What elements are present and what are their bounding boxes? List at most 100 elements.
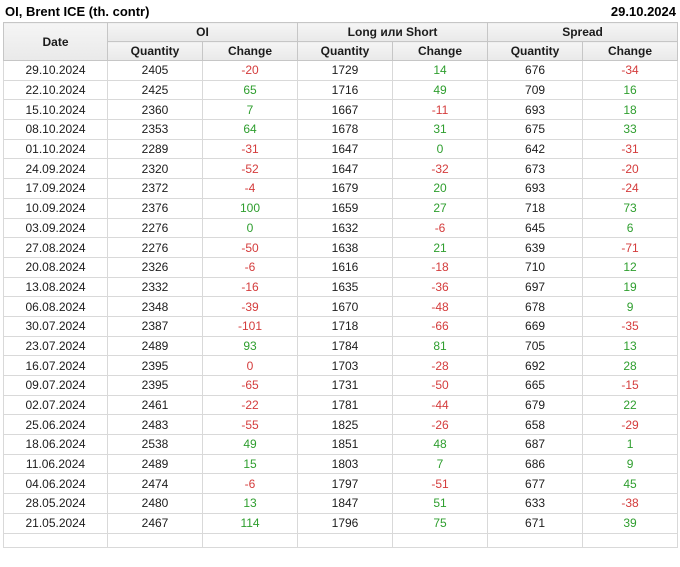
table-row: 17.09.2024 2372 -4 1679 20 693 -24 bbox=[3, 178, 679, 199]
oi-quantity-cell: 2276 bbox=[107, 217, 203, 239]
long-or-short-change-cell: -50 bbox=[392, 375, 489, 396]
date-cell: 16.07.2024 bbox=[3, 355, 108, 376]
oi-change-cell: -50 bbox=[201, 237, 299, 258]
long-or-short-change-cell: 21 bbox=[392, 237, 489, 258]
oi-quantity-cell: 2360 bbox=[107, 99, 203, 121]
long-or-short-change-cell: -26 bbox=[392, 414, 489, 436]
table-row: 09.07.2024 2395 -65 1731 -50 665 -15 bbox=[3, 375, 679, 396]
date-cell: 21.05.2024 bbox=[3, 512, 108, 534]
long-or-short-change-cell: -18 bbox=[392, 256, 489, 278]
oi-change-cell: 7 bbox=[201, 99, 299, 121]
long-or-short-quantity-cell: 1670 bbox=[297, 296, 394, 317]
long-or-short-change-cell: -66 bbox=[392, 315, 489, 337]
long-or-short-change-cell: -51 bbox=[392, 473, 489, 495]
oi-quantity-cell: 2332 bbox=[107, 276, 203, 298]
long-or-short-change-cell: -36 bbox=[392, 276, 489, 298]
long-or-short-change-cell: 14 bbox=[392, 60, 489, 81]
oi-quantity-cell: 2489 bbox=[107, 335, 203, 357]
oi-change-cell: -4 bbox=[201, 178, 299, 199]
long-or-short-quantity-cell: 1803 bbox=[297, 453, 394, 475]
spread-quantity-cell: 673 bbox=[487, 158, 584, 180]
spread-change-cell: 16 bbox=[582, 79, 679, 101]
date-cell: 18.06.2024 bbox=[3, 434, 108, 455]
spread-change-cell: -24 bbox=[582, 178, 679, 199]
table-row: 03.09.2024 2276 0 1632 -6 645 6 bbox=[3, 217, 679, 239]
oi-change-cell: 0 bbox=[201, 355, 299, 376]
spread-quantity-cell: 710 bbox=[487, 256, 584, 278]
date-cell: 13.08.2024 bbox=[3, 276, 108, 298]
long-or-short-change-cell: -6 bbox=[392, 217, 489, 239]
oi-quantity-cell: 2405 bbox=[107, 60, 203, 81]
long-or-short-quantity-cell: 1703 bbox=[297, 355, 394, 376]
spread-change-cell: 1 bbox=[582, 434, 679, 455]
table-row: 30.07.2024 2387 -101 1718 -66 669 -35 bbox=[3, 315, 679, 337]
spread-quantity-cell: 677 bbox=[487, 473, 584, 495]
date-cell: 04.06.2024 bbox=[3, 473, 108, 495]
table-row: 21.05.2024 2467 114 1796 75 671 39 bbox=[3, 512, 679, 534]
page-title: OI, Brent ICE (th. contr) bbox=[5, 4, 150, 19]
long-or-short-quantity-cell: 1718 bbox=[297, 315, 394, 337]
table-row: 01.10.2024 2289 -31 1647 0 642 -31 bbox=[3, 138, 679, 160]
topbar: OI, Brent ICE (th. contr) 29.10.2024 bbox=[0, 0, 680, 22]
long-or-short-change-cell: 0 bbox=[392, 138, 489, 160]
table-row: 15.10.2024 2360 7 1667 -11 693 18 bbox=[3, 99, 679, 121]
oi-quantity-cell: 2489 bbox=[107, 453, 203, 475]
partial-row bbox=[3, 532, 679, 548]
date-cell: 25.06.2024 bbox=[3, 414, 108, 436]
table-row: 08.10.2024 2353 64 1678 31 675 33 bbox=[3, 119, 679, 140]
oi-quantity-cell: 2461 bbox=[107, 394, 203, 416]
spread-quantity-cell: 671 bbox=[487, 512, 584, 534]
table-header: Date OI Long или Short Spread Quantity C… bbox=[3, 22, 679, 61]
long-or-short-quantity-cell: 1796 bbox=[297, 512, 394, 534]
table-row: 29.10.2024 2405 -20 1729 14 676 -34 bbox=[3, 60, 679, 81]
table-row: 06.08.2024 2348 -39 1670 -48 678 9 bbox=[3, 296, 679, 317]
spread-quantity-cell: 645 bbox=[487, 217, 584, 239]
subheader-ls-change: Change bbox=[392, 41, 489, 61]
spread-quantity-cell: 692 bbox=[487, 355, 584, 376]
oi-quantity-cell: 2320 bbox=[107, 158, 203, 180]
long-or-short-change-cell: 20 bbox=[392, 178, 489, 199]
date-cell: 01.10.2024 bbox=[3, 138, 108, 160]
subheader-spread-change: Change bbox=[582, 41, 679, 61]
table-row: 04.06.2024 2474 -6 1797 -51 677 45 bbox=[3, 473, 679, 495]
long-or-short-change-cell: -28 bbox=[392, 355, 489, 376]
oi-quantity-cell: 2387 bbox=[107, 315, 203, 337]
long-or-short-quantity-cell: 1847 bbox=[297, 493, 394, 514]
long-or-short-quantity-cell: 1647 bbox=[297, 138, 394, 160]
oi-change-cell: 100 bbox=[201, 197, 299, 219]
oi-quantity-cell: 2326 bbox=[107, 256, 203, 278]
long-or-short-change-cell: 51 bbox=[392, 493, 489, 514]
long-or-short-quantity-cell: 1716 bbox=[297, 79, 394, 101]
spread-change-cell: -15 bbox=[582, 375, 679, 396]
table-row: 13.08.2024 2332 -16 1635 -36 697 19 bbox=[3, 276, 679, 298]
long-or-short-quantity-cell: 1647 bbox=[297, 158, 394, 180]
long-or-short-quantity-cell: 1616 bbox=[297, 256, 394, 278]
long-or-short-change-cell: 27 bbox=[392, 197, 489, 219]
oi-change-cell: 114 bbox=[201, 512, 299, 534]
date-cell: 06.08.2024 bbox=[3, 296, 108, 317]
table-row: 16.07.2024 2395 0 1703 -28 692 28 bbox=[3, 355, 679, 376]
oi-quantity-cell: 2372 bbox=[107, 178, 203, 199]
table-partial-row bbox=[3, 532, 679, 548]
oi-change-cell: -6 bbox=[201, 473, 299, 495]
report-date: 29.10.2024 bbox=[610, 4, 676, 19]
date-cell: 09.07.2024 bbox=[3, 375, 108, 396]
long-or-short-quantity-cell: 1632 bbox=[297, 217, 394, 239]
column-header-date: Date bbox=[3, 22, 108, 61]
oi-change-cell: 64 bbox=[201, 119, 299, 140]
oi-quantity-cell: 2474 bbox=[107, 473, 203, 495]
spread-quantity-cell: 693 bbox=[487, 178, 584, 199]
long-or-short-quantity-cell: 1797 bbox=[297, 473, 394, 495]
long-or-short-change-cell: 31 bbox=[392, 119, 489, 140]
date-cell: 20.08.2024 bbox=[3, 256, 108, 278]
long-or-short-change-cell: 7 bbox=[392, 453, 489, 475]
spread-quantity-cell: 705 bbox=[487, 335, 584, 357]
date-cell: 11.06.2024 bbox=[3, 453, 108, 475]
spread-change-cell: 73 bbox=[582, 197, 679, 219]
spread-quantity-cell: 686 bbox=[487, 453, 584, 475]
long-or-short-quantity-cell: 1784 bbox=[297, 335, 394, 357]
oi-change-cell: 13 bbox=[201, 493, 299, 514]
date-cell: 30.07.2024 bbox=[3, 315, 108, 337]
spread-change-cell: 45 bbox=[582, 473, 679, 495]
oi-change-cell: 49 bbox=[201, 434, 299, 455]
